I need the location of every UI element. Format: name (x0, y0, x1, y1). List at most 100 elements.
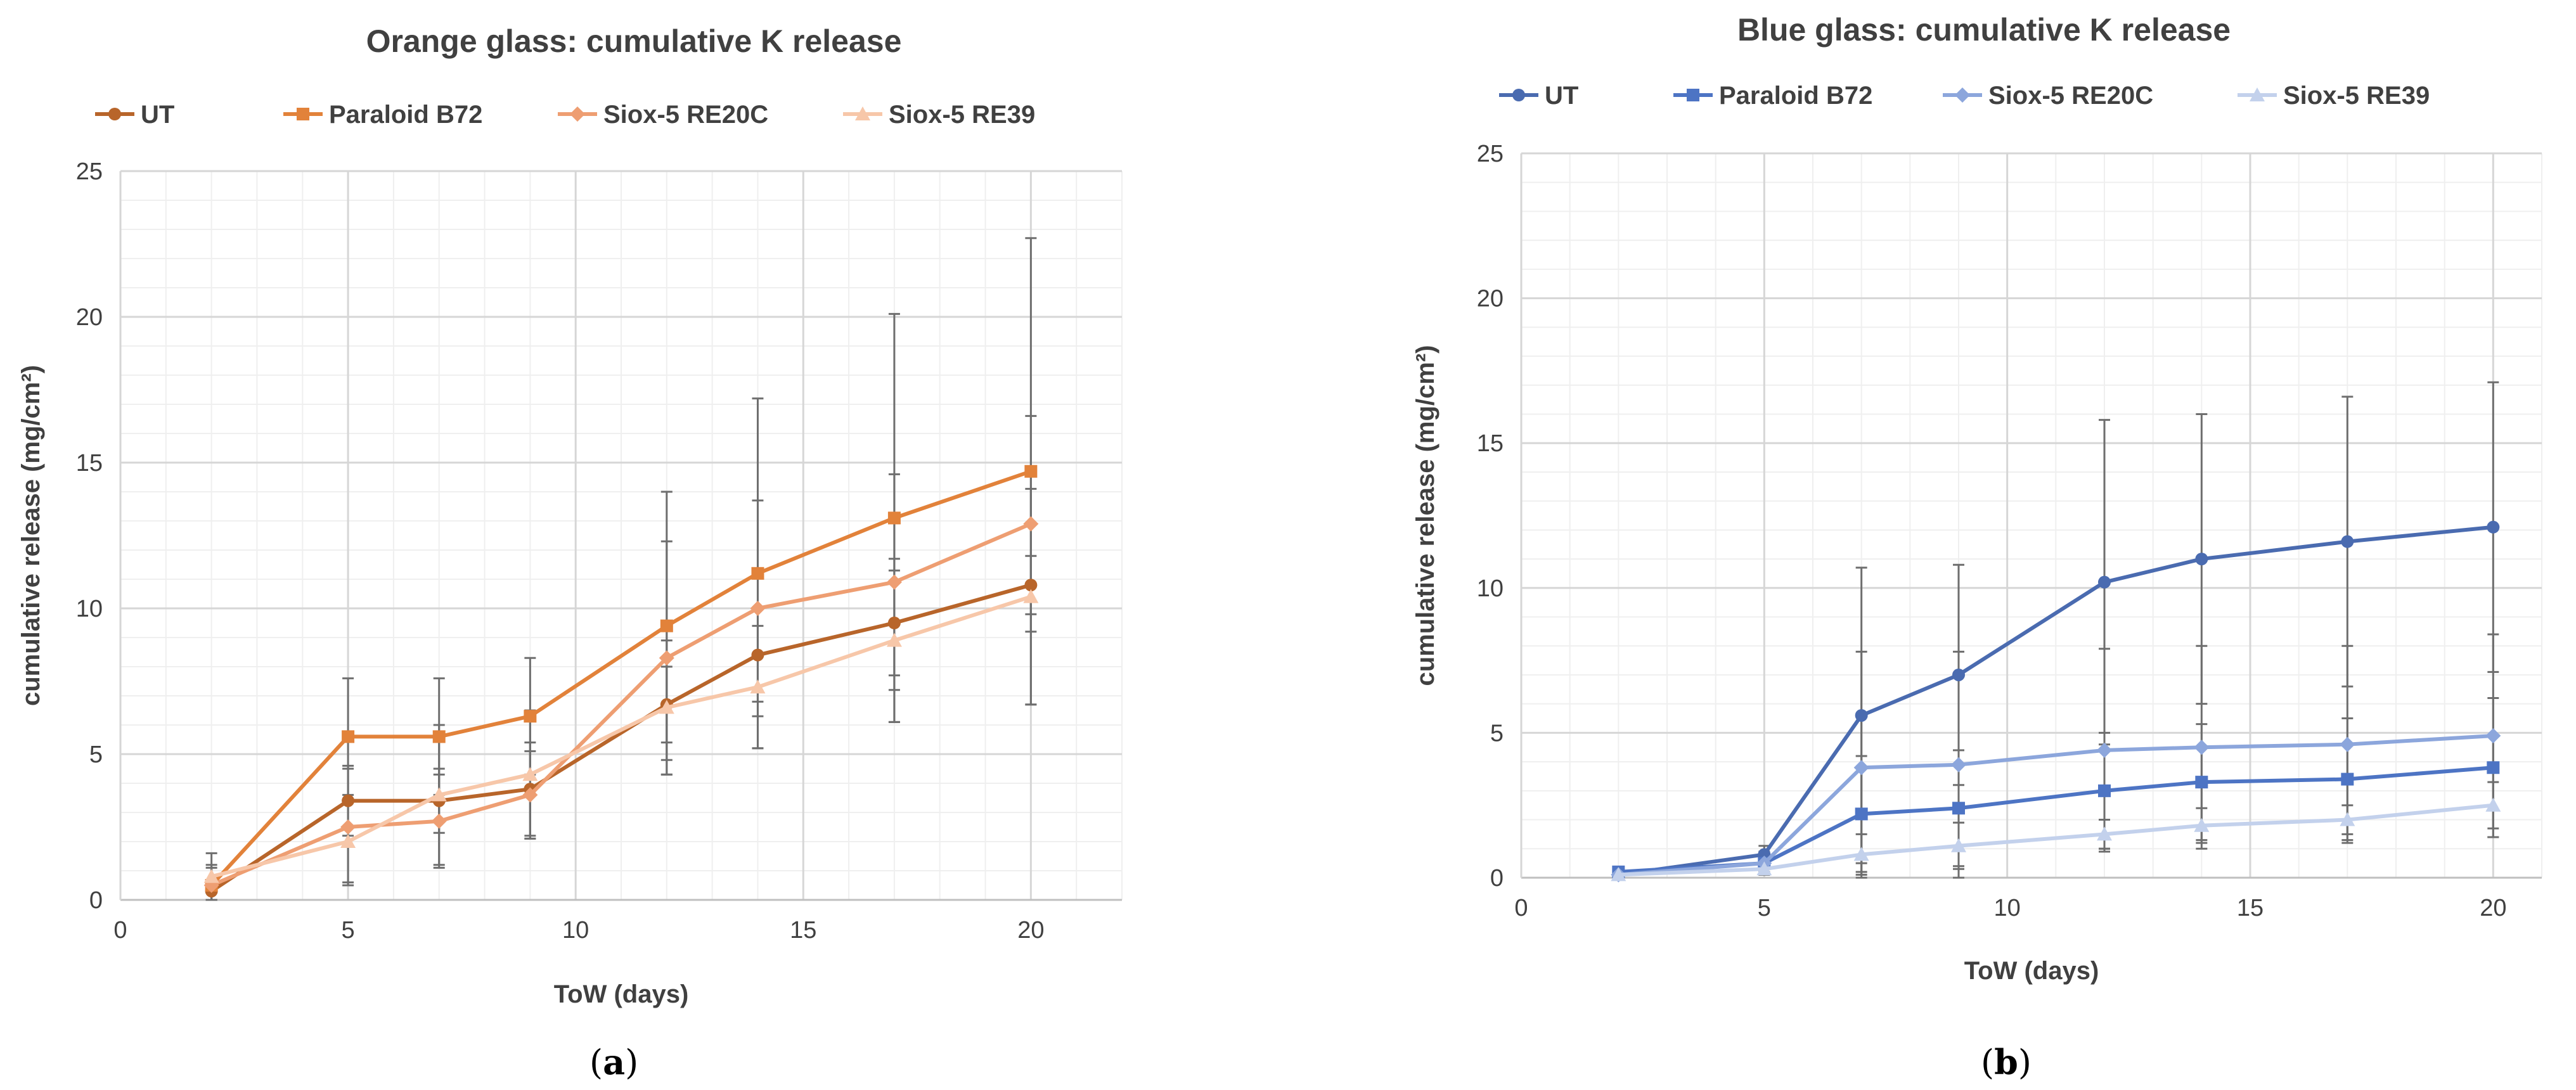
y-axis-label: cumulative release (mg/cm²) (17, 365, 45, 706)
chart-a: 0 5 10 15 20 25 0 5 10 15 20 Orange glass: cumulati… (17, 23, 1123, 1082)
data-point (659, 650, 674, 666)
legend-label: Paraloid B72 (1719, 82, 1872, 110)
chart-title: Orange glass: cumulative K release (366, 23, 902, 59)
data-point (2195, 776, 2208, 789)
data-point (2487, 520, 2500, 534)
data-point (2485, 797, 2501, 812)
x-tick-label: 20 (2480, 895, 2506, 921)
data-point (1023, 516, 1039, 532)
panel-label-letter: b (1994, 1042, 2018, 1082)
data-point (1853, 847, 1869, 861)
legend-marker (2250, 87, 2265, 101)
legend-label: Siox-5 RE20C (603, 101, 768, 129)
x-axis-label: ToW (days) (554, 980, 689, 1008)
data-point (887, 511, 901, 525)
y-tick-label: 10 (1477, 575, 1504, 602)
x-tick-label: 5 (342, 917, 355, 944)
data-point (659, 700, 674, 714)
data-point (2340, 736, 2355, 752)
data-point (342, 794, 355, 807)
data-point (2194, 740, 2210, 755)
legend-marker (297, 108, 309, 120)
y-tick-label: 20 (1477, 286, 1504, 312)
data-point (1611, 867, 1626, 882)
data-point (751, 648, 764, 662)
data-point (431, 787, 447, 802)
data-point (2098, 575, 2111, 589)
y-tick-label: 15 (76, 450, 103, 477)
data-point (1951, 838, 1966, 852)
data-point (2097, 826, 2112, 841)
data-point (431, 813, 447, 829)
legend-label: UT (1545, 82, 1578, 110)
data-point (1855, 807, 1868, 821)
y-tick-label: 25 (1477, 141, 1504, 167)
y-tick-label: 20 (76, 304, 103, 331)
legend-marker (1512, 89, 1525, 101)
panel-label: (b) (1981, 1042, 2032, 1082)
data-point (2194, 818, 2210, 832)
y-tick-label: 5 (89, 741, 103, 768)
data-point (524, 710, 537, 723)
data-point (522, 767, 538, 781)
x-tick-label: 10 (1994, 895, 2021, 921)
data-point (1853, 760, 1869, 776)
data-point (2487, 761, 2500, 774)
legend-marker (855, 106, 870, 120)
legend-label: Paraloid B72 (329, 101, 482, 129)
panel-label-open: ( (589, 1042, 603, 1082)
data-point (2341, 773, 2354, 786)
data-point (342, 730, 355, 743)
legend-marker (570, 106, 585, 122)
panel-label-close: ) (625, 1042, 638, 1082)
panel-label-close: ) (2018, 1042, 2032, 1082)
data-point (750, 601, 766, 616)
legend-marker (1687, 89, 1699, 101)
legend-marker (1955, 87, 1970, 103)
data-point (2195, 553, 2208, 566)
y-tick-label: 5 (1490, 720, 1504, 747)
data-point (660, 619, 673, 632)
y-axis-label: cumulative release (mg/cm²) (1412, 345, 1439, 686)
series-line (1618, 766, 2494, 874)
x-tick-label: 15 (2237, 895, 2264, 921)
series-line (1618, 803, 2494, 877)
data-point (340, 819, 356, 835)
data-point (886, 632, 902, 647)
series-line (210, 469, 1032, 887)
legend-label: UT (141, 101, 174, 129)
data-point (750, 679, 766, 694)
x-tick-label: 0 (113, 917, 127, 944)
legend-label: Siox-5 RE20C (1988, 82, 2153, 110)
legend-marker (108, 108, 121, 120)
legend-label: Siox-5 RE39 (2283, 82, 2430, 110)
data-point (1952, 668, 1965, 681)
data-point (2098, 784, 2111, 797)
data-point (340, 834, 356, 848)
y-tick-label: 0 (1490, 865, 1504, 892)
data-point (886, 574, 902, 590)
series-line (210, 522, 1032, 887)
series-line (210, 594, 1032, 879)
data-point (1952, 802, 1965, 815)
data-point (432, 730, 446, 743)
x-tick-label: 0 (1514, 895, 1528, 921)
x-axis-label: ToW (days) (1964, 957, 2099, 985)
y-tick-label: 10 (76, 596, 103, 622)
data-point (1023, 589, 1039, 603)
series-line (210, 583, 1032, 893)
x-tick-label: 10 (562, 917, 589, 944)
data-point (2485, 728, 2501, 743)
data-point (2097, 742, 2112, 758)
series-line (1618, 525, 2494, 877)
data-point (1024, 579, 1038, 592)
data-point (2340, 812, 2355, 826)
data-point (522, 787, 538, 803)
data-point (2341, 535, 2354, 548)
data-point (1855, 708, 1868, 722)
series-line (1618, 733, 2494, 877)
y-tick-label: 15 (1477, 430, 1504, 457)
chart-title: Blue glass: cumulative K release (1737, 12, 2231, 48)
